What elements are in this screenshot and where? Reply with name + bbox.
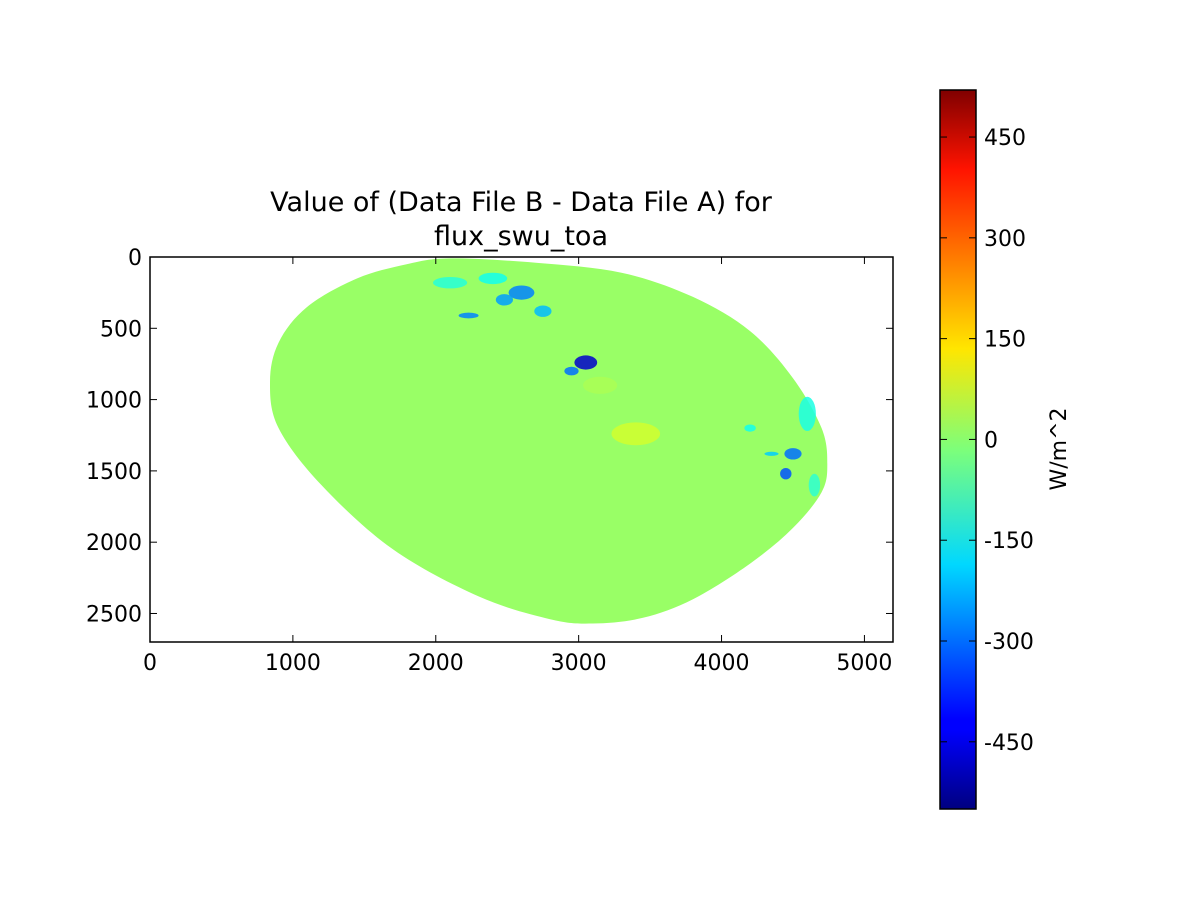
colorbar-label: W/m^2 [1047,407,1072,490]
y-tick-label: 0 [128,246,142,271]
colorbar-tick-label: -300 [984,630,1034,655]
anomaly-patch [583,376,618,394]
y-axis: 0 500 1000 1500 2000 2500 [86,246,893,627]
colorbar-tick-label: 150 [984,328,1026,353]
anomaly-patch [574,355,598,370]
x-tick-label: 3000 [551,651,607,676]
anomaly-patch [611,422,661,446]
plot-area [270,258,828,624]
data-disk [270,258,828,624]
colorbar-tick-label: -150 [984,529,1034,554]
colorbar-gradient [939,89,977,810]
chart-title-line-1: Value of (Data File B - Data File A) for [270,187,773,218]
y-tick-label: 1500 [86,460,142,485]
y-tick-label: 2500 [86,602,142,627]
anomaly-patch [744,424,756,432]
chart-title-line-2: flux_swu_toa [434,221,608,252]
anomaly-patch [534,305,552,317]
anomaly-patch [764,451,779,456]
anomaly-patch [478,272,508,285]
colorbar-tick-label: -450 [984,731,1034,756]
anomaly-patch [433,277,468,289]
x-tick-label: 4000 [694,651,750,676]
x-tick-label: 5000 [836,651,892,676]
y-tick-label: 500 [100,317,142,342]
plot-frame [149,256,894,643]
colorbar-tick-label: 450 [984,126,1026,151]
anomaly-patch [564,366,579,376]
anomaly-patch [508,285,535,300]
y-tick-label: 1000 [86,389,142,414]
x-axis: 0 1000 2000 3000 4000 5000 [143,257,892,676]
anomaly-patch [784,448,802,460]
anomaly-patch [798,396,816,431]
anomaly-layer [433,272,821,497]
x-tick-label: 1000 [265,651,321,676]
x-tick-label: 2000 [408,651,464,676]
colorbar: 450 300 150 0 -150 -300 -450 W/m^2 [939,89,1072,810]
anomaly-patch [808,473,821,497]
anomaly-patch [458,312,479,319]
x-tick-label: 0 [143,651,157,676]
y-tick-label: 2000 [86,531,142,556]
colorbar-ticks: 450 300 150 0 -150 -300 -450 [940,126,1034,756]
colorbar-tick-label: 300 [984,227,1026,252]
anomaly-patch [495,294,513,306]
colorbar-tick-label: 0 [984,428,998,453]
anomaly-patch [780,468,792,480]
